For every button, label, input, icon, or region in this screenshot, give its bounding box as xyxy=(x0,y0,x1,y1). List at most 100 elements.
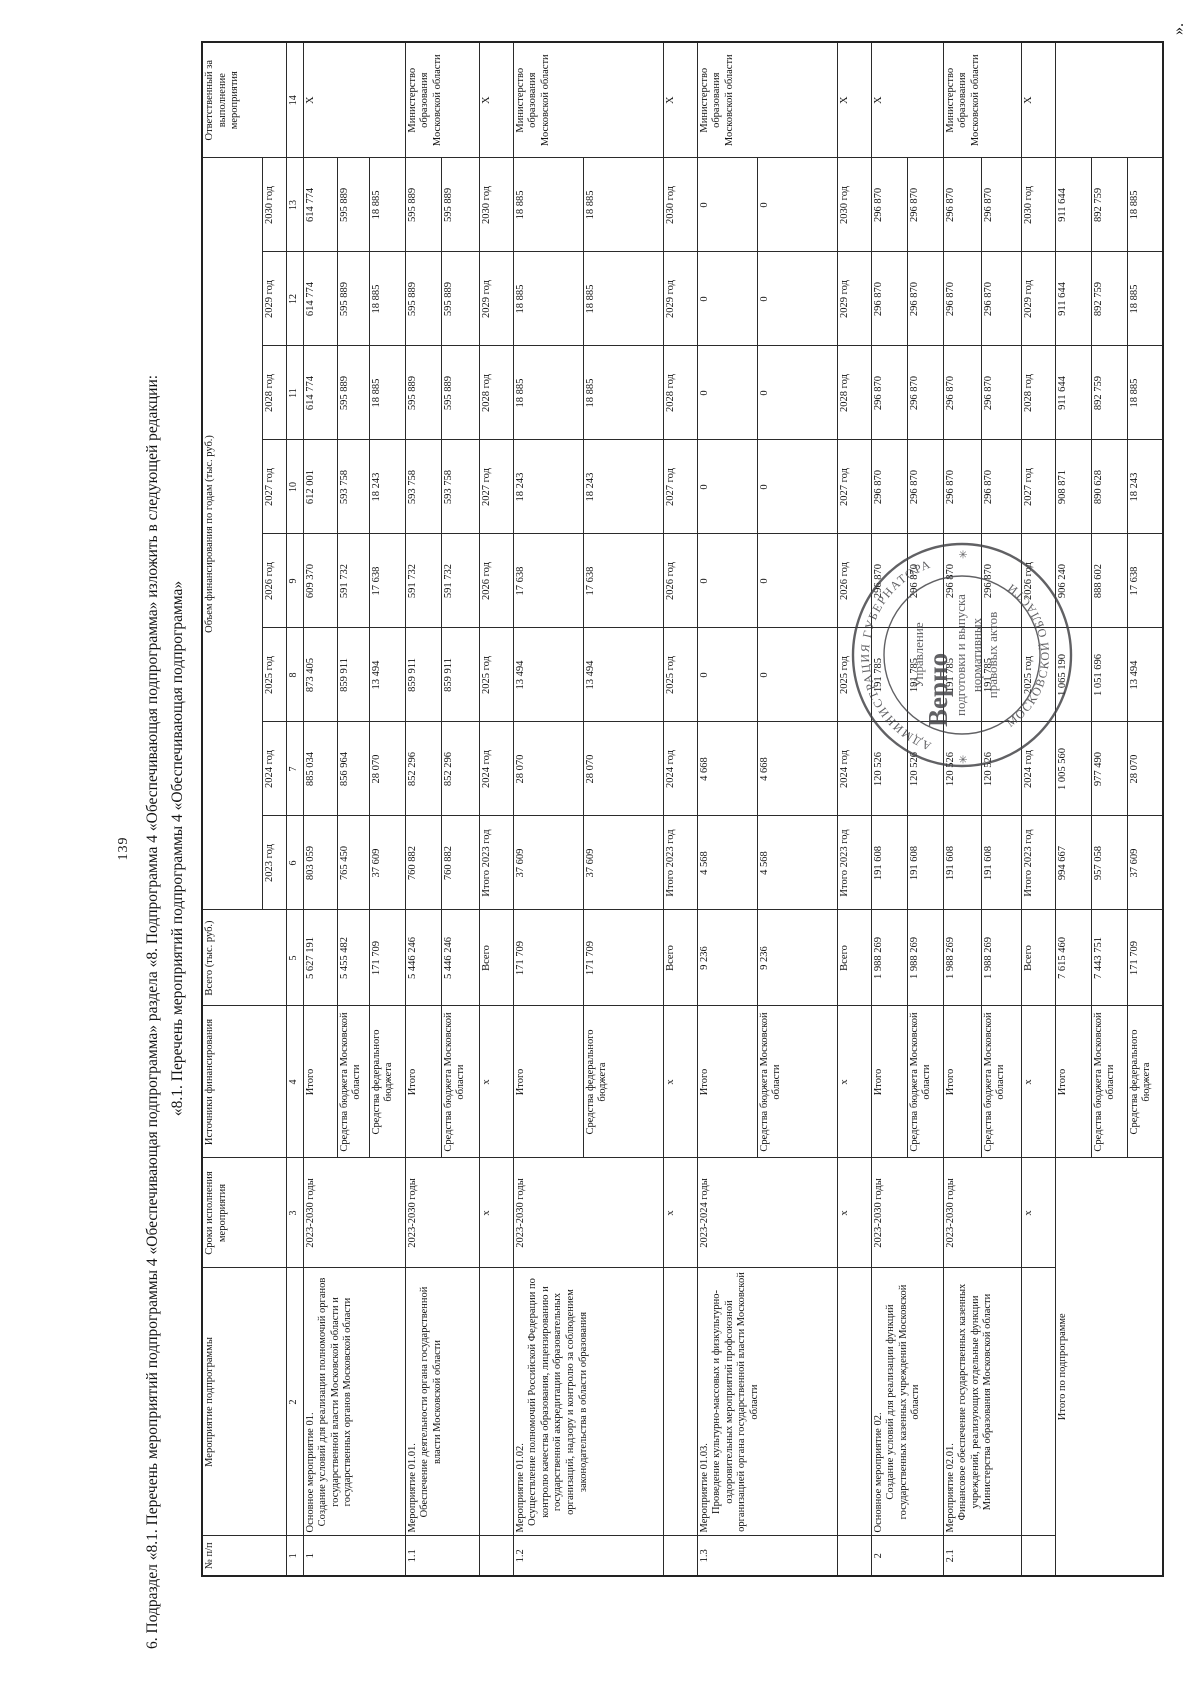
table-row: 1.2 Мероприятие 01.02. Осуществление полно… xyxy=(513,41,664,1576)
cell-year-amount: 37 609 xyxy=(513,816,584,910)
cell-item-number: 2 xyxy=(871,1536,944,1576)
cell-year-amount: 4 668 xyxy=(697,722,758,816)
cell-funding-source: Средства бюджета Московской области xyxy=(757,1006,838,1158)
repeat-header-row: х х Всего Итого 2023 год 2024 год 2025 год 202… xyxy=(1021,41,1056,1576)
cell-year-amount: 591 732 xyxy=(405,534,442,628)
cell-year-amount: 4 568 xyxy=(697,816,758,910)
cell-year-amount: 0 xyxy=(757,157,838,252)
cell-measure-name: Мероприятие 02.01. Финансовое обеспечение… xyxy=(943,1268,1022,1536)
col-number: 14 xyxy=(286,41,304,158)
col-number: 3 xyxy=(286,1158,304,1268)
cell-funding-source: Средства бюджета Московской области xyxy=(981,1006,1022,1158)
header-source: Источники финансирования xyxy=(202,1006,287,1158)
cell-total-label: Всего xyxy=(663,910,698,1006)
stamp-star-right-icon: ✳ xyxy=(958,550,970,559)
cell-year-amount: 18 885 xyxy=(513,346,584,440)
cell-year-amount: 0 xyxy=(697,440,758,534)
cell-year-amount: 0 xyxy=(757,252,838,346)
cell-funding-source: Средства бюджета Московской области xyxy=(441,1006,480,1158)
repeat-header-row: х х Всего Итого 2023 год 2024 год 2025 год 202… xyxy=(837,41,872,1576)
cell-year-label: 2028 год xyxy=(837,346,872,440)
cell-responsible-x: X xyxy=(837,41,872,158)
cell-item-number: 1 xyxy=(303,1536,406,1576)
cell-total-label: Всего xyxy=(837,910,872,1006)
cell-year-amount: 765 450 xyxy=(337,816,370,910)
cell-responsible: Министерство образования Московской обла… xyxy=(513,41,664,158)
cell-year-amount: 37 609 xyxy=(1127,816,1164,910)
cell-year-amount: 760 882 xyxy=(441,816,480,910)
cell-year-amount: 296 870 xyxy=(981,252,1022,346)
header-total: Всего (тыс. руб.) xyxy=(202,910,287,1006)
repeat-header-row: х х Всего Итого 2023 год 2024 год 2025 год 202… xyxy=(479,41,514,1576)
cell-year-amount: 852 296 xyxy=(405,722,442,816)
stamp-ring-bottom-text: МОСКОВСКОЙ ОБЛАСТИ xyxy=(1004,580,1052,730)
cell-year-amount: 911 644 xyxy=(1055,252,1092,346)
cell-measure-name: Основное мероприятие 01. Создание условий… xyxy=(303,1268,406,1536)
cell-year-amount: 18 885 xyxy=(583,346,664,440)
cell-funding-source: Итого xyxy=(1055,1006,1092,1158)
stamp-star-left-icon: ✳ xyxy=(958,755,970,764)
cell-year-amount: 296 870 xyxy=(981,157,1022,252)
cell-year-label: 2027 год xyxy=(837,440,872,534)
cell-total-amount: 171 709 xyxy=(513,910,584,1006)
cell-year-amount: 296 870 xyxy=(981,346,1022,440)
cell-year-label: 2030 год xyxy=(837,157,872,252)
cell-total-amount: 9 236 xyxy=(697,910,758,1006)
header-row: № п/п Мероприятие подпрограммы Сроки исп… xyxy=(202,41,287,1576)
cell-year-amount: 191 608 xyxy=(981,816,1022,910)
cell-item-number: 1.3 xyxy=(697,1536,838,1576)
cell-funding-source: Итого xyxy=(405,1006,442,1158)
cell-year-amount: 37 609 xyxy=(583,816,664,910)
cell-year-amount: 614 774 xyxy=(303,252,338,346)
stamp-outer-ring xyxy=(851,542,1073,768)
cell-year-amount: 17 638 xyxy=(369,534,406,628)
measure-description: Финансовое обеспечение государственных к… xyxy=(957,1283,994,1521)
cell-year-amount: 595 889 xyxy=(337,157,370,252)
cell-year-amount: 18 885 xyxy=(583,157,664,252)
cell-period-x: х xyxy=(479,1158,514,1268)
cell-year-amount: 859 911 xyxy=(441,628,480,722)
col-number: 10 xyxy=(286,440,304,534)
cell-year-amount: 595 889 xyxy=(441,157,480,252)
cell-year-amount: 593 758 xyxy=(441,440,480,534)
cell-year-amount: 18 885 xyxy=(369,157,406,252)
cell-source-x: х xyxy=(479,1006,514,1158)
page-number: 139 xyxy=(116,836,131,861)
cell-funding-source: Средства бюджета Московской области xyxy=(1091,1006,1128,1158)
header-years-group: Объем финансирования по годам (тыс. руб.… xyxy=(202,157,263,910)
year-header: 2023 год xyxy=(262,816,287,910)
cell-year-amount: 296 870 xyxy=(871,440,908,534)
cell-year-label: 2029 год xyxy=(1021,252,1056,346)
stamp-line-1: Управление xyxy=(911,622,926,687)
cell-year-label: Итого 2023 год xyxy=(663,816,698,910)
cell-year-amount: 18 885 xyxy=(1127,157,1164,252)
cell-year-amount: 191 608 xyxy=(943,816,982,910)
cell-measure-name: Основное мероприятие 02. Создание условий… xyxy=(871,1268,944,1536)
table-row: 2.1 Мероприятие 02.01. Финансовое обеспече… xyxy=(943,41,1022,1576)
cell-year-amount: 17 638 xyxy=(513,534,584,628)
cell-item-number: 1.1 xyxy=(405,1536,480,1576)
cell-responsible-x: X xyxy=(1021,41,1056,158)
cell-year-amount: 614 774 xyxy=(303,157,338,252)
year-header: 2027 год xyxy=(262,440,287,534)
cell-year-amount: 17 638 xyxy=(1127,534,1164,628)
cell-year-amount: 0 xyxy=(697,628,758,722)
measure-title: Мероприятие 02.01. xyxy=(944,1443,956,1533)
cell-year-amount: 612 001 xyxy=(303,440,338,534)
cell-total-amount: 1 988 269 xyxy=(907,910,944,1006)
measure-title: Мероприятие 01.01. xyxy=(406,1443,418,1533)
cell-item-number: 2.1 xyxy=(943,1536,1022,1576)
measure-description: Создание условий для реализации функций … xyxy=(885,1284,922,1520)
cell-year-amount: 0 xyxy=(757,534,838,628)
table-row: 1.3 Мероприятие 01.03. Проведение культурн… xyxy=(697,41,838,1576)
cell-year-label: 2029 год xyxy=(663,252,698,346)
cell-year-amount: 191 608 xyxy=(907,816,944,910)
header-period: Сроки исполнения мероприятия xyxy=(202,1158,287,1268)
cell-responsible: Министерство образования Московской обла… xyxy=(697,41,838,158)
cell-funding-source: Итого xyxy=(943,1006,982,1158)
year-header: 2025 год xyxy=(262,628,287,722)
cell-total-amount: 5 627 191 xyxy=(303,910,338,1006)
cell-year-amount: 595 889 xyxy=(405,252,442,346)
cell-year-label: 2029 год xyxy=(479,252,514,346)
cell-subprogram-total-label: Итого по подпрограмме xyxy=(1055,1158,1164,1576)
